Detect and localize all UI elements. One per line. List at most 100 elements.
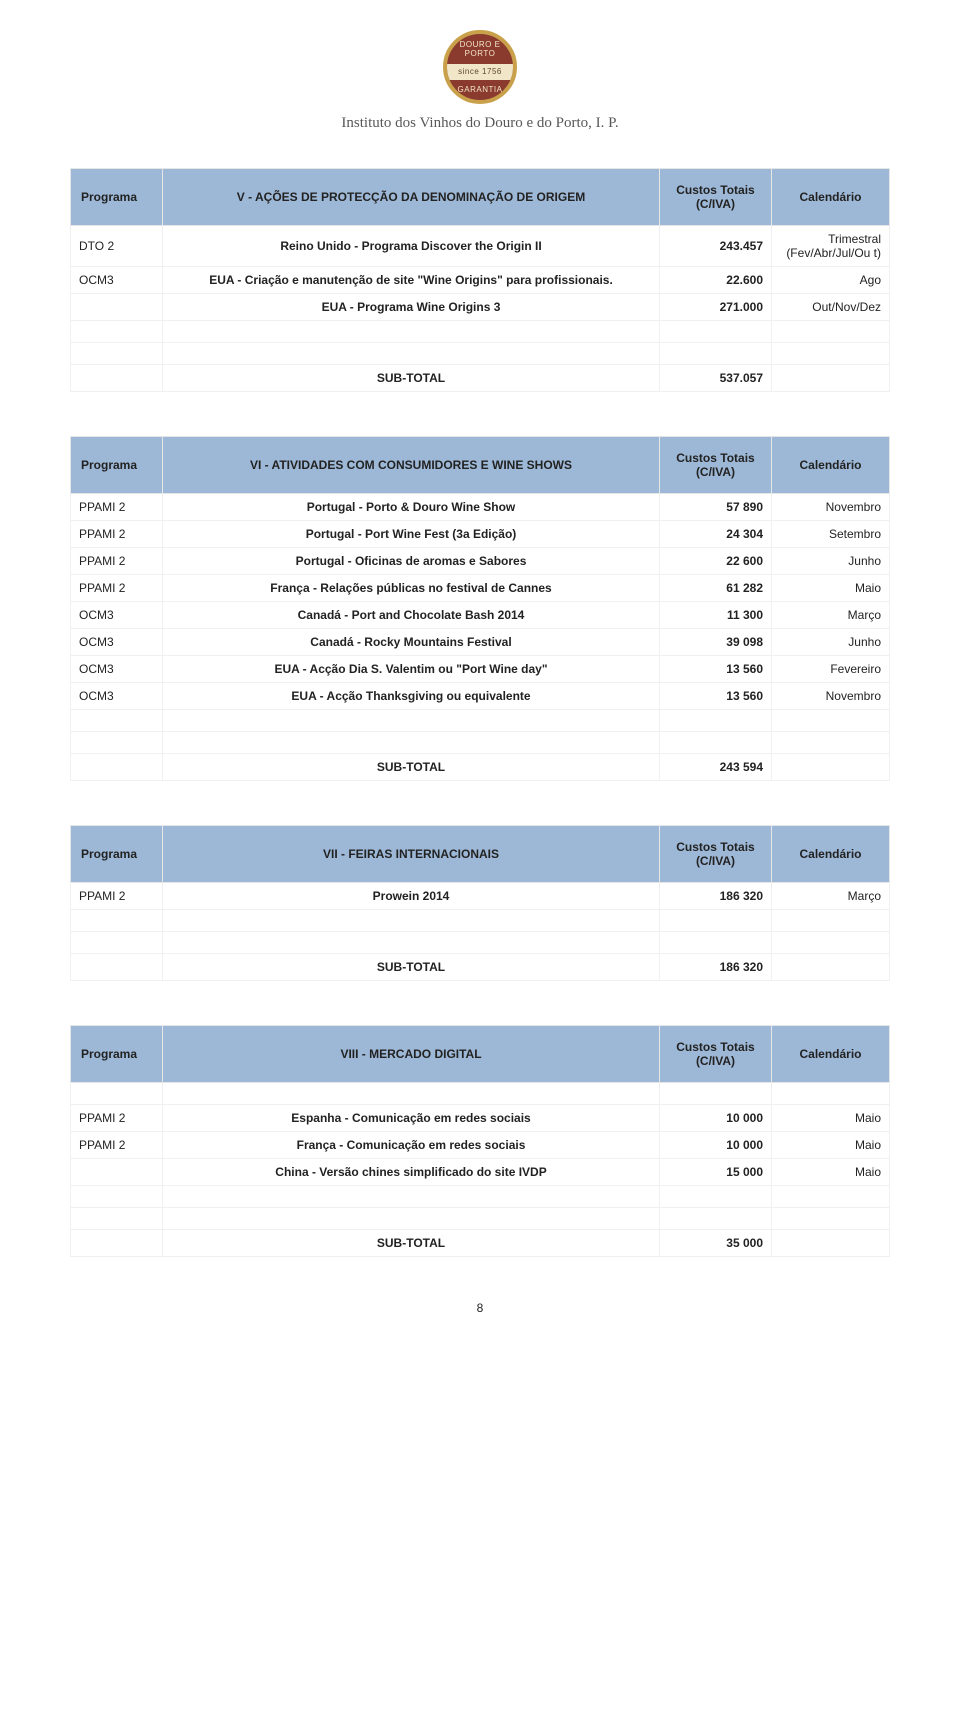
data-row: EUA - Programa Wine Origins 3271.000Out/… [71,294,890,321]
cell-calendar: Março [772,883,890,910]
data-row: OCM3Canadá - Rocky Mountains Festival39 … [71,629,890,656]
cell-programa: OCM3 [71,656,163,683]
ivdp-logo: DOURO E PORTO since 1756 GARANTIA [443,30,517,104]
empty-row [71,1186,890,1208]
cell-calendar: Out/Nov/Dez [772,294,890,321]
cell-description: Portugal - Oficinas de aromas e Sabores [163,548,660,575]
subtotal-row: SUB-TOTAL537.057 [71,365,890,392]
cell-description: Portugal - Porto & Douro Wine Show [163,494,660,521]
cell-description: EUA - Acção Dia S. Valentim ou "Port Win… [163,656,660,683]
cell-description: Portugal - Port Wine Fest (3a Edição) [163,521,660,548]
cell-cost: 10 000 [660,1132,772,1159]
cell-programa: PPAMI 2 [71,548,163,575]
cell-programa: PPAMI 2 [71,521,163,548]
empty-row [71,932,890,954]
cell-description: China - Versão chines simplificado do si… [163,1159,660,1186]
data-row: PPAMI 2França - Relações públicas no fes… [71,575,890,602]
section-title: VIII - MERCADO DIGITAL [163,1026,660,1083]
col-header-programa: Programa [71,169,163,226]
col-header-programa: Programa [71,1026,163,1083]
cell-description: EUA - Criação e manutenção de site "Wine… [163,267,660,294]
section-title: VI - ATIVIDADES COM CONSUMIDORES E WINE … [163,437,660,494]
cell-programa: OCM3 [71,267,163,294]
cell-description: EUA - Programa Wine Origins 3 [163,294,660,321]
cell-cost: 24 304 [660,521,772,548]
cell-cost: 271.000 [660,294,772,321]
cell-calendar: Novembro [772,494,890,521]
cell-calendar: Maio [772,575,890,602]
subtotal-row: SUB-TOTAL35 000 [71,1230,890,1257]
cell-cost: 186 320 [660,883,772,910]
cell-cost: 39 098 [660,629,772,656]
data-row: DTO 2Reino Unido - Programa Discover the… [71,226,890,267]
col-header-calendario: Calendário [772,169,890,226]
section-table: ProgramaVIII - MERCADO DIGITALCustos Tot… [70,1025,890,1257]
empty-row [71,910,890,932]
col-header-custos: Custos Totais (C/IVA) [660,169,772,226]
subtotal-label: SUB-TOTAL [163,365,660,392]
section-table: ProgramaV - AÇÕES DE PROTECÇÃO DA DENOMI… [70,168,890,392]
document-page: DOURO E PORTO since 1756 GARANTIA Instit… [0,0,960,1355]
cell-description: Canadá - Rocky Mountains Festival [163,629,660,656]
col-header-calendario: Calendário [772,826,890,883]
cell-cost: 10 000 [660,1105,772,1132]
data-row: OCM3EUA - Acção Dia S. Valentim ou "Port… [71,656,890,683]
cell-description: França - Relações públicas no festival d… [163,575,660,602]
col-header-custos: Custos Totais (C/IVA) [660,1026,772,1083]
data-row: China - Versão chines simplificado do si… [71,1159,890,1186]
col-header-programa: Programa [71,437,163,494]
empty-row [71,710,890,732]
section-table: ProgramaVII - FEIRAS INTERNACIONAISCusto… [70,825,890,981]
cell-description: Espanha - Comunicação em redes sociais [163,1105,660,1132]
section-title: VII - FEIRAS INTERNACIONAIS [163,826,660,883]
cell-programa: OCM3 [71,683,163,710]
subtotal-label: SUB-TOTAL [163,954,660,981]
cell-programa: PPAMI 2 [71,575,163,602]
data-row: PPAMI 2Portugal - Oficinas de aromas e S… [71,548,890,575]
logo-top-text: DOURO E PORTO [447,40,513,58]
cell-programa: PPAMI 2 [71,883,163,910]
subtotal-label: SUB-TOTAL [163,754,660,781]
cell-cost: 243.457 [660,226,772,267]
subtotal-label: SUB-TOTAL [163,1230,660,1257]
data-row: PPAMI 2França - Comunicação em redes soc… [71,1132,890,1159]
cell-cost: 13 560 [660,656,772,683]
cell-programa: PPAMI 2 [71,1105,163,1132]
cell-programa: DTO 2 [71,226,163,267]
cell-calendar: Fevereiro [772,656,890,683]
col-header-custos: Custos Totais (C/IVA) [660,437,772,494]
cell-description: Reino Unido - Programa Discover the Orig… [163,226,660,267]
cell-calendar: Trimestral (Fev/Abr/Jul/Ou t) [772,226,890,267]
cell-programa: PPAMI 2 [71,494,163,521]
subtotal-row: SUB-TOTAL243 594 [71,754,890,781]
organization-name: Instituto dos Vinhos do Douro e do Porto… [70,115,890,132]
col-header-calendario: Calendário [772,437,890,494]
cell-programa: PPAMI 2 [71,1132,163,1159]
cell-description: EUA - Acção Thanksgiving ou equivalente [163,683,660,710]
cell-cost: 61 282 [660,575,772,602]
cell-cost: 57 890 [660,494,772,521]
empty-row [71,732,890,754]
cell-cost: 22 600 [660,548,772,575]
cell-calendar: Junho [772,548,890,575]
subtotal-value: 186 320 [660,954,772,981]
empty-row [71,343,890,365]
data-row: PPAMI 2Prowein 2014186 320Março [71,883,890,910]
cell-programa [71,1159,163,1186]
cell-calendar: Ago [772,267,890,294]
cell-calendar: Junho [772,629,890,656]
sections-container: ProgramaV - AÇÕES DE PROTECÇÃO DA DENOMI… [70,168,890,1257]
data-row: PPAMI 2Portugal - Porto & Douro Wine Sho… [71,494,890,521]
data-row: OCM3EUA - Criação e manutenção de site "… [71,267,890,294]
subtotal-row: SUB-TOTAL186 320 [71,954,890,981]
cell-cost: 15 000 [660,1159,772,1186]
col-header-programa: Programa [71,826,163,883]
empty-row [71,1083,890,1105]
section-table: ProgramaVI - ATIVIDADES COM CONSUMIDORES… [70,436,890,781]
data-row: PPAMI 2Espanha - Comunicação em redes so… [71,1105,890,1132]
cell-programa: OCM3 [71,602,163,629]
cell-cost: 13 560 [660,683,772,710]
cell-calendar: Maio [772,1132,890,1159]
cell-programa [71,294,163,321]
cell-calendar: Março [772,602,890,629]
